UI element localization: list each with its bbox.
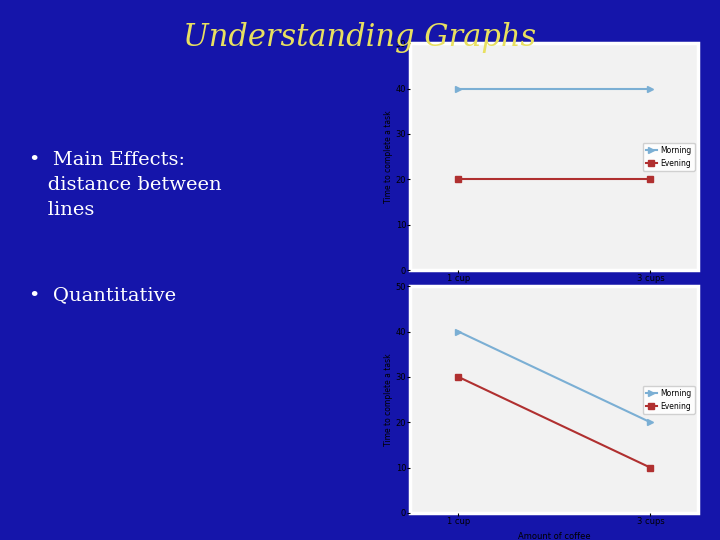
Text: Understanding Graphs: Understanding Graphs	[184, 22, 536, 52]
Bar	[410, 43, 698, 270]
Evening	[454, 374, 463, 380]
Bar	[410, 286, 698, 513]
Morning	[646, 85, 654, 92]
X-axis label: Amount of coffee: Amount of coffee	[518, 289, 590, 298]
Line: Morning: Morning	[456, 86, 653, 91]
Text: •  Main Effects:
   distance between
   lines: • Main Effects: distance between lines	[29, 151, 222, 219]
Text: •  Quantitative: • Quantitative	[29, 286, 176, 304]
Line: Morning: Morning	[456, 329, 653, 425]
Evening	[646, 176, 654, 183]
Legend: Morning, Evening: Morning, Evening	[643, 143, 695, 171]
X-axis label: Amount of coffee: Amount of coffee	[518, 532, 590, 540]
Legend: Morning, Evening: Morning, Evening	[643, 386, 695, 414]
Morning	[646, 419, 654, 426]
Evening	[646, 464, 654, 471]
Morning	[454, 85, 463, 92]
Morning	[454, 328, 463, 335]
Line: Evening: Evening	[456, 374, 653, 470]
Line: Evening: Evening	[456, 177, 653, 182]
Evening	[454, 176, 463, 183]
Y-axis label: Time to complete a task: Time to complete a task	[384, 110, 393, 203]
Y-axis label: Time to complete a task: Time to complete a task	[384, 353, 393, 446]
